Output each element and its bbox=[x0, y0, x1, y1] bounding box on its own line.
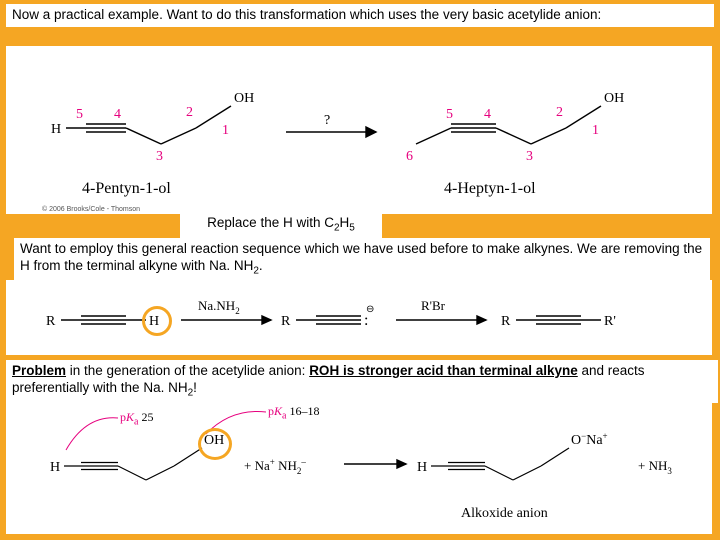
alkoxide-label: Alkoxide anion bbox=[461, 506, 548, 522]
replace-s2: 5 bbox=[349, 223, 355, 234]
copyright-text: © 2006 Brooks/Cole - Thomson bbox=[42, 206, 140, 213]
rnum1: 1 bbox=[592, 123, 599, 138]
rnum5: 5 bbox=[446, 107, 453, 122]
pka2: pKa 16–18 bbox=[268, 404, 319, 421]
intro-text: Now a practical example. Want to do this… bbox=[6, 4, 714, 27]
circle-oh-panel3 bbox=[198, 428, 232, 460]
lnum3: 3 bbox=[156, 149, 163, 164]
replace-mid: H bbox=[340, 215, 350, 230]
oh-label-left: OH bbox=[234, 91, 254, 106]
h-label-left: H bbox=[51, 122, 61, 137]
employ-post: . bbox=[259, 258, 263, 273]
lnum1: 1 bbox=[222, 123, 229, 138]
rnum4: 4 bbox=[484, 107, 491, 122]
panel2-svg: R H Na.NH2 R ⊖ : R'Br bbox=[6, 280, 712, 355]
circle-h-panel2 bbox=[142, 306, 172, 336]
problem-box: Problem in the generation of the acetyli… bbox=[6, 360, 718, 403]
oh-label-right: OH bbox=[604, 91, 624, 106]
p3-H: H bbox=[50, 460, 60, 475]
employ-text: Want to employ this general reaction seq… bbox=[20, 241, 702, 273]
employ-box: Want to employ this general reaction seq… bbox=[14, 238, 710, 281]
rnum2: 2 bbox=[556, 105, 563, 120]
problem-b1: Problem bbox=[12, 363, 66, 378]
arrow-question: ? bbox=[324, 113, 330, 128]
problem-mid: in the generation of the acetylide anion… bbox=[66, 363, 309, 378]
p3-H2: H bbox=[417, 460, 427, 475]
p2-R3: R bbox=[501, 314, 511, 329]
p3-ONa: O−Na+ bbox=[571, 431, 608, 448]
lnum2: 2 bbox=[186, 105, 193, 120]
panel-2: R H Na.NH2 R ⊖ : R'Br bbox=[6, 280, 712, 355]
panel-3: H OH + Na+ NH2– H O−N bbox=[6, 400, 712, 534]
rnum3: 3 bbox=[526, 149, 533, 164]
p3-reagent: + Na+ NH2– bbox=[244, 457, 306, 476]
p2-R1: R bbox=[46, 314, 56, 329]
p2-Rprime: R' bbox=[604, 314, 616, 329]
problem-b2: ROH is stronger acid than terminal alkyn… bbox=[309, 363, 578, 378]
p2-rprimebr: R'Br bbox=[421, 298, 446, 313]
lnum5: 5 bbox=[76, 107, 83, 122]
p3-nh3: + NH3 bbox=[638, 458, 672, 476]
p2-nanh2: Na.NH2 bbox=[198, 298, 240, 316]
lnum4: 4 bbox=[114, 107, 121, 122]
product-name: 4-Heptyn-1-ol bbox=[444, 180, 536, 198]
panel3-svg: H OH + Na+ NH2– H O−N bbox=[6, 400, 712, 534]
replace-pre: Replace the H with C bbox=[207, 215, 334, 230]
slide: Now a practical example. Want to do this… bbox=[0, 0, 720, 540]
reactant-name: 4-Pentyn-1-ol bbox=[82, 180, 171, 198]
panel-1: H OH 1 2 3 4 5 ? bbox=[6, 46, 712, 214]
rnum6: 6 bbox=[406, 149, 413, 164]
replace-h-box: Replace the H with C2H5 bbox=[180, 212, 382, 238]
p2-minus: ⊖ bbox=[366, 304, 374, 315]
p2-R2: R bbox=[281, 314, 291, 329]
pka1: pKa 25 bbox=[120, 410, 153, 427]
problem-excl: ! bbox=[193, 380, 197, 395]
